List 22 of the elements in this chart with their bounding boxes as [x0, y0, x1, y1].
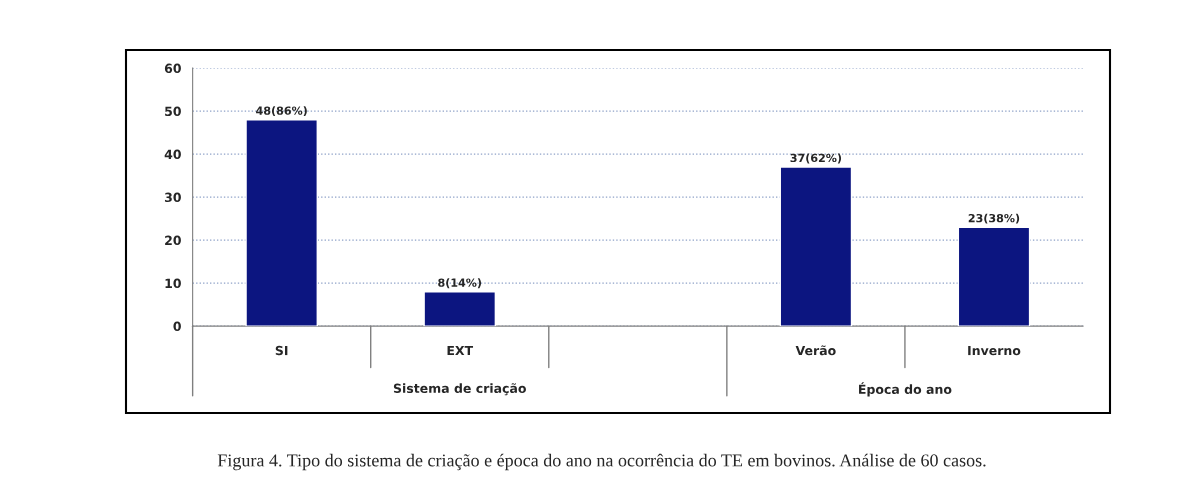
y-tick-label: 20 — [165, 235, 181, 246]
data-label: 8(14%) — [438, 278, 482, 289]
y-tick-label: 10 — [165, 278, 181, 289]
y-tick-label: 50 — [165, 106, 181, 117]
x-tick-label: Verão — [795, 345, 836, 356]
bar — [245, 119, 318, 327]
text: Sistema de criação — [393, 383, 526, 396]
data-label: 37(62%) — [790, 153, 842, 164]
text: Figura 4. Tipo do sistema de criação e época do ano na ocorrência do TE em bovinos. Análise de 60 casos. — [217, 453, 986, 471]
x-tick-label: Inverno — [968, 345, 1021, 356]
y-tick-label: 0 — [173, 321, 181, 332]
text: Época do ano — [859, 382, 952, 397]
bar — [957, 226, 1031, 327]
y-tick-label: 60 — [164, 63, 181, 74]
bar — [423, 291, 497, 327]
y-tick-label: 40 — [164, 149, 181, 160]
bar — [779, 166, 853, 327]
data-label: 48(86%) — [256, 106, 307, 117]
y-tick-label: 30 — [164, 192, 181, 203]
x-tick-label: SI — [275, 345, 288, 356]
data-label: 23(38%) — [968, 213, 1020, 224]
x-tick-label: EXT — [447, 345, 474, 356]
